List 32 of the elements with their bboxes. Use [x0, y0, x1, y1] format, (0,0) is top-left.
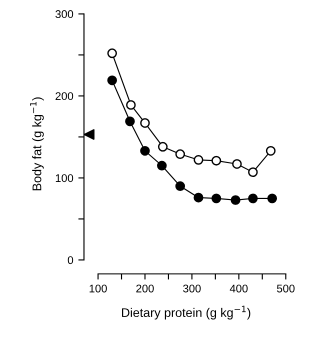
point	[194, 155, 204, 165]
point	[125, 116, 135, 126]
point	[232, 159, 242, 169]
point	[267, 194, 278, 204]
x-tick-label: 500	[276, 284, 295, 292]
point	[211, 156, 222, 166]
y-axis-title: Body fat (g kg$^{−1}$)	[30, 97, 44, 190]
point	[107, 48, 117, 58]
y-tick-label: 0	[68, 256, 74, 264]
point	[230, 195, 240, 205]
point	[194, 192, 204, 202]
point	[140, 118, 150, 128]
x-axis-title: Dietary protein (g kg$^{−1}$)	[122, 306, 250, 320]
x-tick-label: 100	[90, 284, 107, 292]
point	[140, 146, 150, 156]
y-tick-label: 300	[55, 10, 74, 18]
point	[107, 75, 117, 86]
x-tick-label: 400	[230, 284, 248, 292]
point	[175, 181, 186, 191]
x-tick-label: 200	[136, 284, 154, 292]
x-tick-label: 300	[183, 284, 201, 292]
y-tick-label: 100	[56, 174, 74, 182]
point	[248, 167, 258, 178]
point	[248, 194, 258, 204]
point	[126, 100, 136, 110]
y-tick-label: 200	[56, 92, 74, 100]
point	[266, 146, 276, 156]
point	[158, 142, 168, 152]
point	[175, 149, 186, 160]
point	[84, 129, 94, 140]
point	[157, 160, 167, 170]
point	[211, 194, 222, 204]
